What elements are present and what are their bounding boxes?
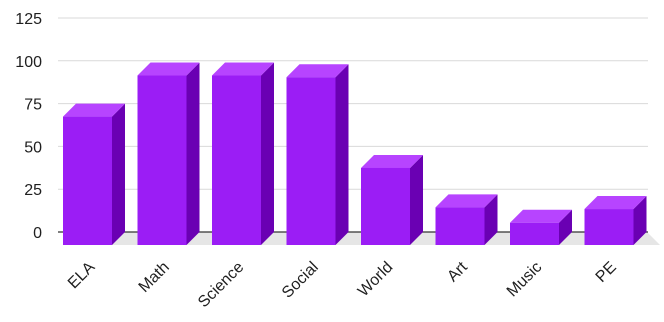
bar-front bbox=[137, 75, 187, 246]
bar-side bbox=[559, 209, 572, 245]
bar-front bbox=[510, 222, 559, 245]
bar-top bbox=[584, 196, 647, 210]
bar-social bbox=[286, 64, 349, 245]
y-tick-label: 0 bbox=[33, 225, 42, 242]
bar-side bbox=[410, 154, 423, 245]
bar-side bbox=[261, 62, 274, 246]
bar-world bbox=[361, 154, 423, 245]
bar-side bbox=[633, 196, 647, 245]
x-tick-label: World bbox=[355, 259, 396, 300]
bar-top bbox=[212, 62, 274, 76]
x-axis: ELA Math Science Social World Art Music PE bbox=[65, 258, 620, 311]
bar-music bbox=[510, 209, 572, 245]
bar-pe bbox=[584, 196, 647, 245]
bar-top bbox=[510, 209, 572, 223]
bar-side bbox=[186, 62, 200, 246]
bar-front bbox=[286, 77, 336, 245]
bar-side bbox=[112, 103, 125, 245]
y-tick-label: 50 bbox=[24, 139, 42, 156]
bar-top bbox=[361, 154, 423, 168]
y-tick-label: 25 bbox=[24, 182, 42, 199]
bar-science bbox=[212, 62, 274, 246]
bar-front bbox=[361, 167, 410, 245]
bar-art bbox=[435, 194, 498, 245]
bar-front bbox=[584, 209, 634, 245]
bar-top bbox=[286, 64, 349, 78]
bar-side bbox=[484, 194, 498, 245]
x-tick-label: Music bbox=[504, 259, 546, 301]
bar-front bbox=[212, 75, 261, 246]
y-tick-label: 100 bbox=[15, 54, 42, 71]
bar-front bbox=[435, 207, 485, 245]
y-axis: 0 25 50 75 100 125 bbox=[15, 11, 42, 242]
x-tick-label: Math bbox=[136, 259, 173, 296]
y-tick-label: 75 bbox=[24, 97, 42, 114]
x-tick-label: ELA bbox=[65, 259, 99, 293]
bar-ela bbox=[63, 103, 125, 245]
x-tick-label: Art bbox=[444, 258, 471, 285]
bar-top bbox=[63, 103, 125, 117]
bar-side bbox=[335, 64, 349, 245]
bar-top bbox=[137, 62, 200, 76]
x-tick-label: Science bbox=[195, 259, 247, 311]
bar-top bbox=[435, 194, 498, 208]
x-tick-label: PE bbox=[593, 259, 620, 286]
x-tick-label: Social bbox=[279, 259, 322, 302]
bars bbox=[63, 62, 647, 246]
bar-front bbox=[63, 116, 112, 245]
bar-math bbox=[137, 62, 200, 246]
y-tick-label: 125 bbox=[15, 11, 42, 28]
